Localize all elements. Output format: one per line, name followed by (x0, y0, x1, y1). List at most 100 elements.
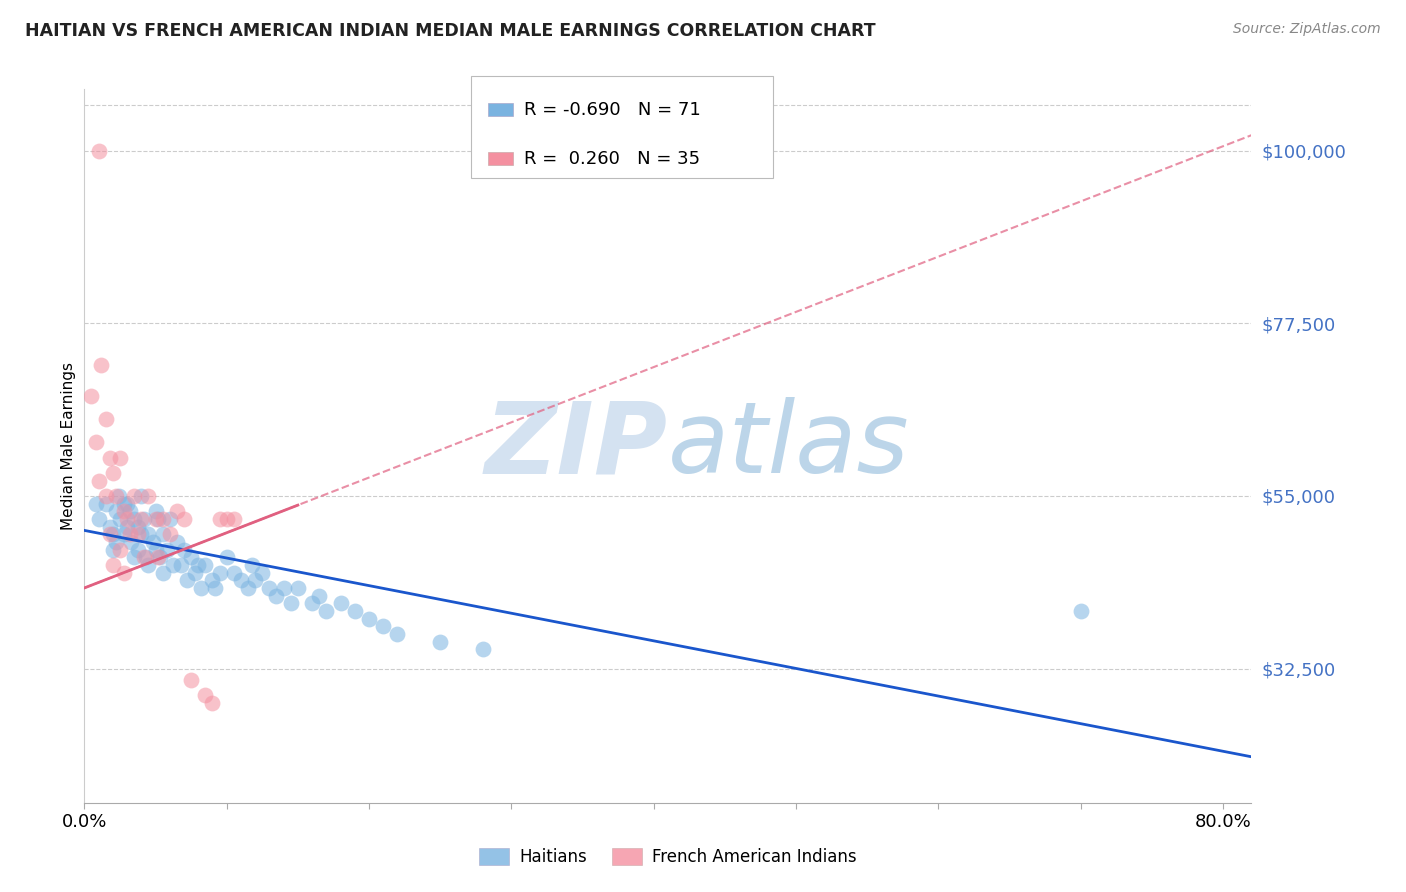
Point (101, 558, 124, 572)
Point (240, 558, 263, 572)
Point (170, 558, 193, 572)
Point (176, 574, 198, 588)
Point (194, 689, 217, 703)
Point (129, 527, 152, 541)
Point (308, 589, 330, 603)
Point (101, 466, 124, 480)
Point (222, 566, 245, 580)
Point (104, 489, 127, 503)
Point (159, 527, 181, 541)
Text: atlas: atlas (668, 398, 910, 494)
Point (215, 512, 238, 526)
Point (94, 497, 117, 511)
Point (135, 550, 157, 565)
Text: R = -0.690   N = 71: R = -0.690 N = 71 (524, 101, 702, 119)
Point (287, 581, 309, 595)
Point (87, 144, 110, 158)
Point (208, 512, 231, 526)
Point (387, 627, 409, 641)
Point (129, 489, 152, 503)
Point (280, 596, 302, 610)
Point (134, 512, 156, 526)
Point (94, 412, 117, 426)
Point (162, 558, 184, 572)
Point (215, 550, 238, 565)
Point (118, 527, 141, 541)
Point (190, 581, 212, 595)
Point (84, 497, 107, 511)
Point (115, 512, 138, 526)
Point (148, 550, 170, 565)
Point (343, 604, 366, 618)
Point (159, 512, 181, 526)
Point (122, 550, 145, 565)
Point (112, 527, 135, 541)
Point (194, 558, 217, 572)
Point (173, 542, 195, 557)
Point (120, 535, 142, 549)
Point (118, 504, 141, 518)
Point (301, 596, 323, 610)
Text: HAITIAN VS FRENCH AMERICAN INDIAN MEDIAN MALE EARNINGS CORRELATION CHART: HAITIAN VS FRENCH AMERICAN INDIAN MEDIAN… (25, 22, 876, 40)
Point (104, 504, 127, 518)
Point (90, 359, 112, 373)
Point (112, 504, 135, 518)
Point (112, 497, 135, 511)
Point (115, 519, 138, 533)
Point (236, 581, 259, 595)
Point (201, 696, 224, 710)
Point (152, 566, 174, 580)
Point (152, 512, 174, 526)
Point (107, 489, 129, 503)
Y-axis label: Median Male Earnings: Median Male Earnings (60, 362, 76, 530)
Text: R =  0.260   N = 35: R = 0.260 N = 35 (524, 150, 700, 168)
Point (104, 535, 127, 549)
Point (87, 474, 110, 488)
Point (471, 642, 494, 657)
Point (243, 574, 266, 588)
Point (180, 673, 202, 687)
Point (201, 574, 224, 588)
Point (122, 489, 145, 503)
Point (1070, 604, 1092, 618)
Point (252, 566, 274, 580)
Point (222, 512, 245, 526)
Point (315, 604, 337, 618)
Point (187, 558, 209, 572)
Point (108, 512, 131, 526)
Point (122, 512, 145, 526)
Point (101, 542, 124, 557)
Point (87, 512, 110, 526)
Point (373, 619, 395, 633)
Point (112, 566, 135, 580)
Point (98, 527, 121, 541)
Point (173, 512, 195, 526)
Point (127, 542, 149, 557)
Point (184, 566, 207, 580)
Point (329, 596, 352, 610)
Text: ZIP: ZIP (485, 398, 668, 494)
Point (357, 612, 380, 626)
Point (115, 497, 138, 511)
Point (266, 589, 288, 603)
Point (145, 504, 167, 518)
Point (166, 504, 188, 518)
Point (149, 550, 172, 565)
Point (108, 542, 131, 557)
Point (229, 574, 252, 588)
Point (145, 512, 167, 526)
Point (138, 527, 160, 541)
Point (84, 435, 107, 450)
Point (138, 489, 160, 503)
Point (273, 581, 295, 595)
Point (166, 535, 188, 549)
Point (94, 489, 117, 503)
Point (80, 389, 103, 403)
Point (127, 527, 149, 541)
Point (98, 519, 121, 533)
Point (138, 558, 160, 572)
Point (152, 527, 174, 541)
Point (180, 550, 202, 565)
Point (129, 512, 152, 526)
Point (145, 542, 167, 557)
